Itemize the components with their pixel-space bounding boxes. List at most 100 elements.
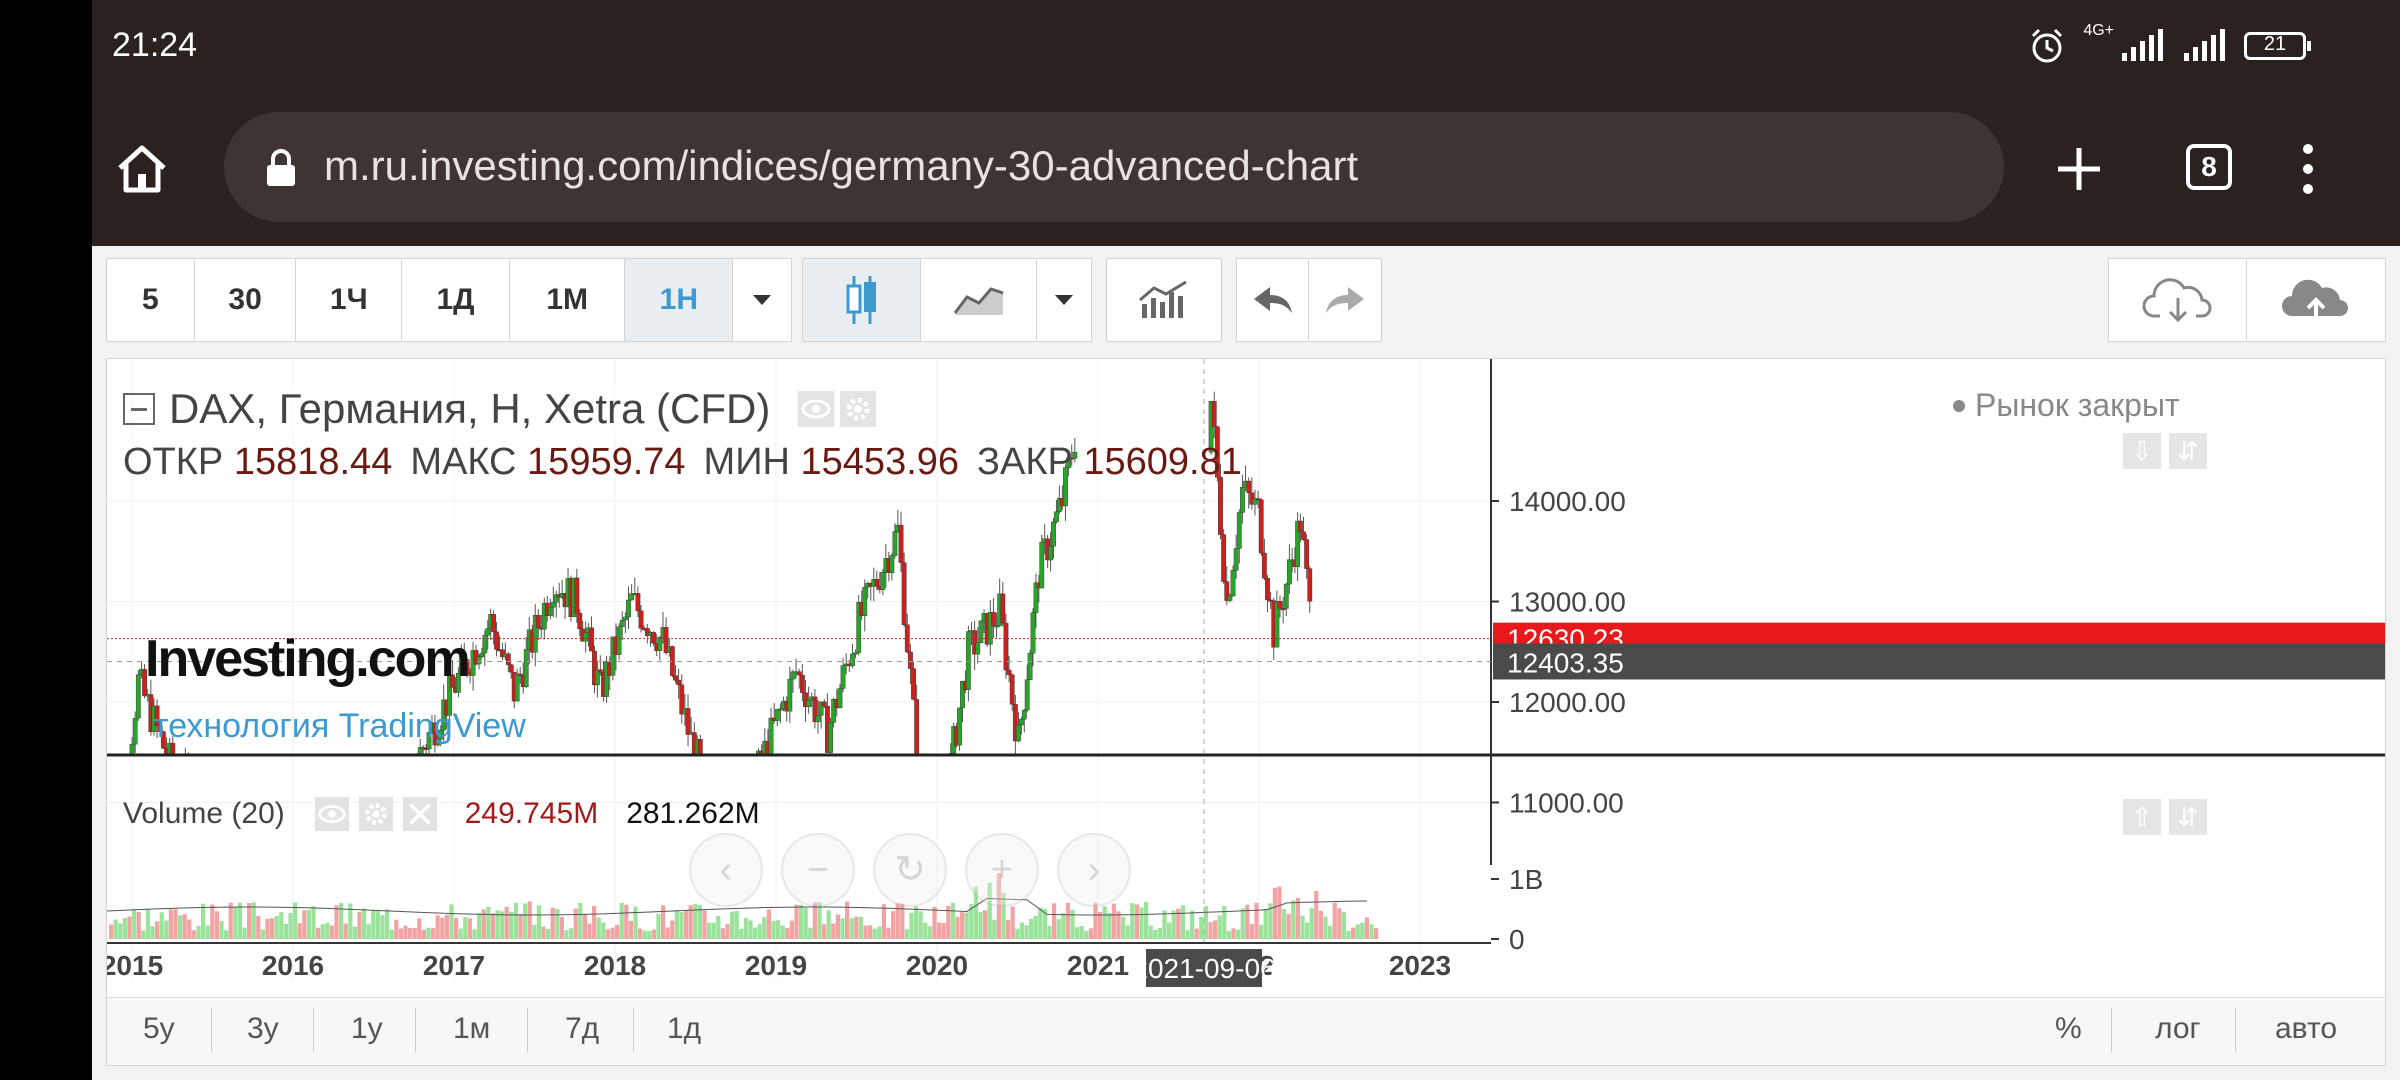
ohlc-open: ОТКР 15818.44 <box>123 441 392 484</box>
candle-body <box>818 701 824 716</box>
volume-bar <box>720 928 725 939</box>
volume-bar <box>969 903 974 939</box>
tabs-button[interactable]: 8 <box>2186 144 2232 190</box>
candle-body <box>458 653 464 674</box>
menu-icon[interactable] <box>2298 142 2318 196</box>
volume-bar <box>182 914 187 939</box>
candles-button[interactable] <box>803 259 921 341</box>
move-down-button[interactable]: ⇩ <box>2123 433 2161 469</box>
url-bar[interactable]: m.ru.investing.com/indices/germany-30-ad… <box>224 112 2004 222</box>
volume-bar <box>702 910 707 939</box>
candle-body <box>464 659 470 673</box>
volume-bar <box>458 928 463 939</box>
interval-label: 30 <box>228 283 262 316</box>
network-type: 4G+ <box>2083 22 2114 39</box>
range-1d[interactable]: 1д <box>667 1012 702 1045</box>
volume-bar <box>426 927 431 939</box>
volume-bar <box>1176 908 1181 939</box>
volume-bar <box>1332 902 1337 939</box>
candle-body <box>943 804 947 826</box>
candle-body <box>283 896 287 907</box>
volume-bar <box>270 918 275 939</box>
maximize-button[interactable]: ⇵ <box>2169 799 2207 835</box>
volume-bar <box>417 918 422 939</box>
range-1m[interactable]: 1м <box>453 1012 491 1045</box>
auto-toggle[interactable]: авто <box>2275 1012 2338 1045</box>
chart-plot[interactable]: 14000.00 13000.00 12000.00 11000.00 12630.23… <box>106 358 2386 1066</box>
volume-bar <box>592 905 597 939</box>
range-1y[interactable]: 1y <box>351 1012 383 1045</box>
eye-icon[interactable] <box>314 797 349 831</box>
home-icon[interactable] <box>114 140 170 196</box>
reset-button[interactable]: ↻ <box>873 833 947 907</box>
undo-button[interactable] <box>1237 259 1309 341</box>
indicators-button[interactable] <box>1107 259 1221 341</box>
range-5y[interactable]: 5y <box>143 1012 175 1045</box>
range-divider <box>211 1008 212 1052</box>
new-tab-icon[interactable] <box>2054 144 2104 194</box>
eye-icon[interactable] <box>798 391 835 427</box>
candle-body <box>679 684 685 715</box>
volume-bar <box>316 927 321 939</box>
candle-body <box>756 750 761 755</box>
volume-bar <box>1185 930 1190 939</box>
candle-body <box>853 652 858 655</box>
interval-1d-button[interactable]: 1Д <box>402 259 510 341</box>
zoom-in-button[interactable]: + <box>965 833 1039 907</box>
volume-bar <box>1208 922 1213 939</box>
volume-bar <box>500 911 505 939</box>
ohlc-value: 15818.44 <box>233 441 393 483</box>
interval-dropdown-button[interactable] <box>733 259 791 341</box>
gear-icon[interactable] <box>358 797 393 831</box>
volume-bar <box>1024 925 1029 939</box>
maximize-button[interactable]: ⇵ <box>2169 433 2207 469</box>
log-toggle[interactable]: лог <box>2155 1012 2201 1045</box>
load-chart-button[interactable] <box>2109 259 2247 341</box>
volume-bar <box>1213 920 1218 939</box>
scroll-right-button[interactable]: › <box>1057 833 1131 907</box>
candle-body <box>535 615 541 628</box>
volume-bar <box>1130 903 1135 939</box>
volume-bar <box>697 905 702 939</box>
volume-bar <box>513 902 518 939</box>
series-header: DAX, Германия, H, Xetra (CFD) <box>123 385 877 433</box>
range-3y[interactable]: 3y <box>247 1012 279 1045</box>
volume-bar <box>481 909 486 939</box>
url-text[interactable]: m.ru.investing.com/indices/germany-30-ad… <box>324 142 1359 189</box>
redo-button[interactable] <box>1309 259 1381 341</box>
candle-body <box>334 951 338 957</box>
chart-type-dropdown-button[interactable] <box>1037 259 1091 341</box>
range-7d[interactable]: 7д <box>565 1012 600 1045</box>
candle-body <box>1030 612 1036 654</box>
interval-1m-button[interactable]: 1М <box>510 259 626 341</box>
candle-body <box>1252 498 1258 505</box>
volume-bar <box>780 925 785 939</box>
candle-body <box>360 887 364 909</box>
volume-bar <box>490 913 495 939</box>
candle-body <box>1218 476 1223 535</box>
interval-30-button[interactable]: 30 <box>195 259 297 341</box>
interval-1w-button[interactable]: 1Н <box>625 259 734 341</box>
tradingview-credit[interactable]: технология TradingView <box>153 707 526 745</box>
collapse-button[interactable] <box>123 393 155 425</box>
close-icon[interactable] <box>402 797 437 831</box>
candle-body <box>774 709 780 721</box>
candle-body <box>616 626 622 655</box>
line-chart-button[interactable] <box>921 259 1037 341</box>
candle-body <box>108 901 112 914</box>
candle-body <box>494 631 499 650</box>
percent-toggle[interactable]: % <box>2055 1012 2082 1045</box>
zoom-out-button[interactable]: − <box>781 833 855 907</box>
candle-body <box>710 775 714 798</box>
save-chart-button[interactable] <box>2247 259 2385 341</box>
scroll-left-button[interactable]: ‹ <box>689 833 763 907</box>
time-tick-label: 2018 <box>584 950 646 981</box>
price-chart-svg[interactable]: 14000.0013000.0012000.0011000.0012630.23… <box>107 359 2385 1065</box>
gear-icon[interactable] <box>840 391 877 427</box>
volume-bar <box>762 916 767 939</box>
interval-1h-button[interactable]: 1Ч <box>296 259 403 341</box>
candle-body <box>129 743 135 755</box>
interval-5-button[interactable]: 5 <box>107 259 195 341</box>
move-up-button[interactable]: ⇧ <box>2123 799 2161 835</box>
volume-bar <box>260 929 265 939</box>
